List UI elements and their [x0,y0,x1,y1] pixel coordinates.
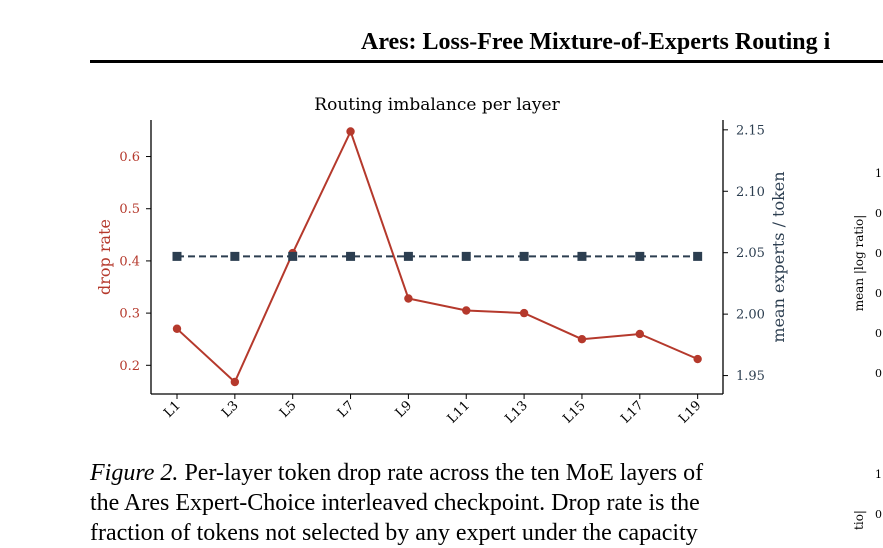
series-point-1 [519,251,529,261]
adjacent-tick-label: 0. [875,287,883,300]
figure-caption: Figure 2. Per-layer token drop rate acro… [90,458,795,548]
series-point-0 [519,308,529,318]
caption-line-1: Per-layer token drop rate across the ten… [178,460,704,486]
chart-title: Routing imbalance per layer [314,95,560,115]
series-point-1 [635,251,645,261]
routing-imbalance-chart: Routing imbalance per layer drop rate me… [95,95,788,427]
caption-line-3: fraction of tokens not selected by any e… [90,520,698,546]
x-tick-label: L13 [503,398,531,426]
adjacent-tick-label-lower: 1. [875,468,883,481]
x-tick-label: L1 [161,398,184,421]
left-axis-label: drop rate [95,219,114,295]
adjacent-tick-label: 1. [875,167,883,180]
y2-tick-label: 2.15 [736,123,765,138]
right-axis-label: mean experts / token [769,171,788,342]
series-point-0 [346,127,355,136]
series-point-1 [577,251,587,261]
series-point-0 [172,324,182,333]
x-tick-label: L3 [219,398,242,421]
adjacent-tick-label: 0. [875,247,883,260]
y2-tick-label: 2.10 [736,185,765,200]
y2-tick-label: 2.00 [736,308,765,323]
adjacent-ylabel-lower: tio| [852,510,866,530]
series-point-1 [346,251,356,261]
x-tick-label: L5 [277,398,300,421]
series-point-0 [230,377,240,387]
x-tick-label: L9 [393,398,416,421]
series-point-1 [403,251,413,261]
caption-line-2: the Ares Expert-Choice interleaved check… [90,490,700,516]
y-tick-label: 0.4 [119,254,140,269]
series-point-0 [635,329,644,339]
x-tick-label: L15 [560,398,588,426]
y-tick-label: 0.6 [119,150,140,165]
x-tick-label: L19 [676,398,704,426]
x-tick-label: L17 [618,398,646,426]
page-header-title: Ares: Loss-Free Mixture-of-Experts Routi… [361,29,831,55]
y-tick-label: 0.3 [119,307,140,322]
series-point-1 [288,251,298,261]
series-point-0 [462,306,471,315]
y-tick-label: 0.5 [119,202,140,217]
x-tick-label: L11 [445,398,473,426]
series-point-1 [461,251,471,261]
y-tick-label: 0.2 [119,359,140,374]
series-point-0 [404,294,413,303]
adjacent-ylabel: mean |log ratio| [852,215,866,312]
header-rule [90,60,883,63]
x-tick-label: L7 [335,398,358,421]
adjacent-figure-panel: mean |log ratio| 1. 0. 0. 0. 0. 0. 1. 0. tio| [852,167,883,530]
series-point-1 [172,251,182,261]
figure-label: Figure 2. [90,460,179,486]
adjacent-tick-label-lower: 0. [875,508,883,521]
series-line-0 [176,128,698,384]
y2-tick-label: 1.95 [736,369,765,384]
series-point-1 [230,251,240,261]
series-point-1 [693,251,703,261]
series-point-0 [693,354,702,364]
y2-tick-label: 2.05 [736,246,765,261]
adjacent-tick-label: 0. [875,207,883,220]
adjacent-tick-label: 0. [875,367,883,380]
adjacent-tick-label: 0. [875,327,883,340]
series-point-0 [577,335,587,344]
